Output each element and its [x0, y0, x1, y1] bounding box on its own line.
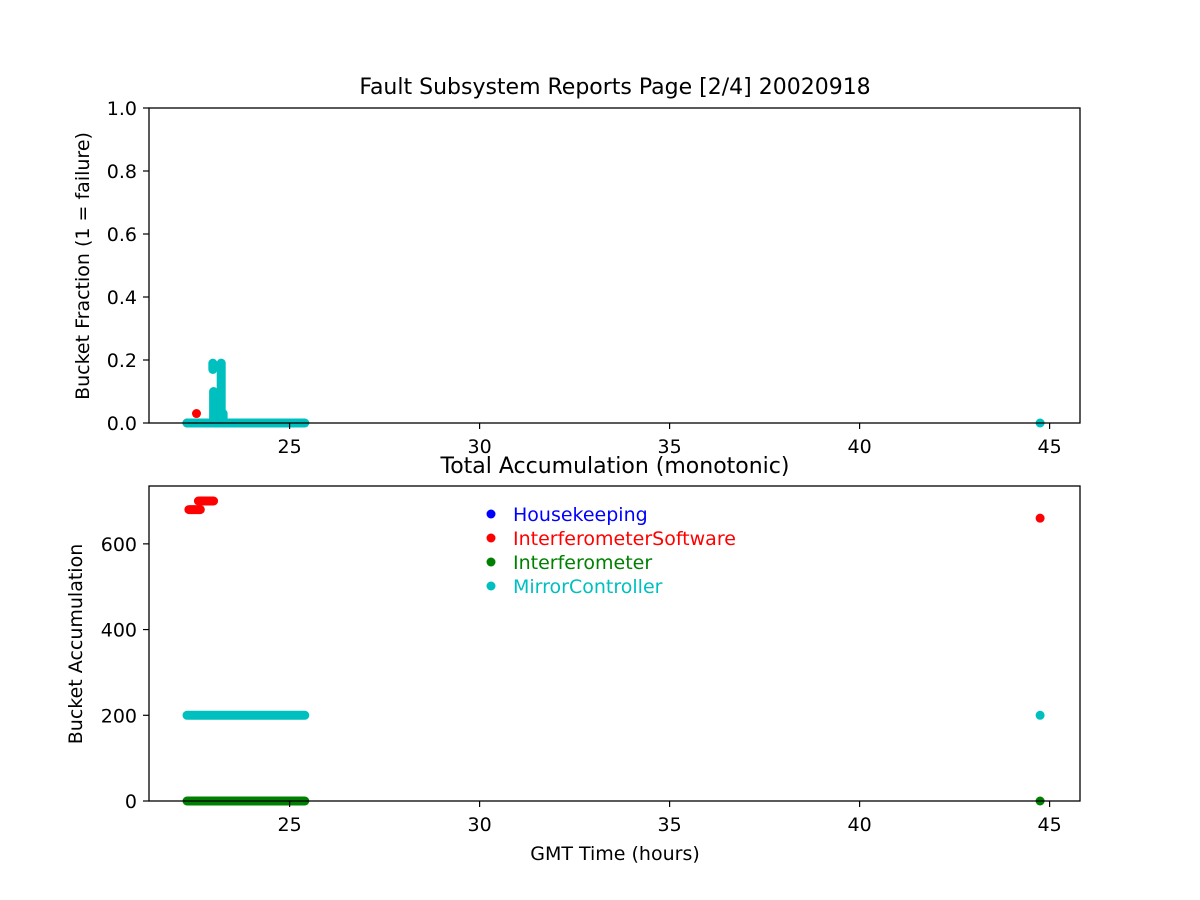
legend-label-interferometer: Interferometer: [513, 552, 652, 574]
legend-marker-mirrorcontroller: [486, 581, 496, 591]
fraction-chart-y-tick-label-3: 0.6: [107, 224, 137, 246]
fraction-chart-y-tick-label-2: 0.4: [107, 287, 137, 309]
fraction-chart-x-tick-label-4: 45: [1038, 436, 1062, 458]
fraction-chart-plot-frame: [148, 107, 1081, 424]
fraction-chart-x-ticks: 25 30 35 40 45: [278, 423, 1062, 458]
accumulation-chart-legend: HousekeepingInterferometerSoftwareInterf…: [486, 504, 736, 598]
fraction-chart-x-tick-label-0: 25: [278, 436, 302, 458]
fraction-chart-title: Fault Subsystem Reports Page [2/4] 20020…: [359, 75, 870, 100]
accumulation-chart-x-tick-label-2: 35: [658, 814, 682, 836]
accumulation-chart-x-tick-label-3: 40: [848, 814, 872, 836]
accumulation-chart-y-ticks: 0 200 400 600: [101, 534, 149, 813]
fraction-chart-y-tick-label-1: 0.2: [107, 350, 137, 372]
fraction-chart-x-tick-label-2: 35: [658, 436, 682, 458]
fraction-chart: Fault Subsystem Reports Page [2/4] 20020…: [72, 75, 1081, 458]
accumulation-chart-y-tick-label-1: 200: [101, 705, 137, 727]
legend-marker-housekeeping: [486, 509, 496, 519]
accumulation-chart-y-axis-label: Bucket Accumulation: [65, 544, 87, 745]
accumulation-chart: Total Accumulation (monotonic) Bucket Ac…: [65, 454, 1081, 865]
legend-label-interferometersoftware: InterferometerSoftware: [513, 528, 736, 550]
accumulation-chart-y-tick-label-3: 600: [101, 534, 137, 556]
legend-label-housekeeping: Housekeeping: [513, 504, 648, 526]
accumulation-chart-y-tick-label-2: 400: [101, 620, 137, 642]
fraction-chart-x-tick-label-1: 30: [468, 436, 492, 458]
accumulation-chart-x-tick-label-4: 45: [1038, 814, 1062, 836]
legend-marker-interferometersoftware: [486, 533, 496, 543]
accumulation-chart-x-ticks: 25 30 35 40 45: [278, 801, 1062, 836]
fraction-chart-y-tick-label-0: 0.0: [107, 413, 137, 435]
accumulation-chart-title: Total Accumulation (monotonic): [440, 454, 790, 479]
accumulation-chart-x-tick-label-1: 30: [468, 814, 492, 836]
fraction-chart-y-axis-label: Bucket Fraction (1 = failure): [72, 132, 94, 400]
accumulation-chart-x-tick-label-0: 25: [278, 814, 302, 836]
fraction-chart-y-tick-label-5: 1.0: [107, 98, 137, 120]
fraction-chart-y-ticks: 0.0 0.2 0.4 0.6 0.8 1.0: [107, 98, 149, 435]
accumulation-chart-y-tick-label-0: 0: [125, 791, 137, 813]
accumulation-chart-x-axis-label: GMT Time (hours): [530, 843, 700, 865]
legend-marker-interferometer: [486, 557, 496, 567]
legend-label-mirrorcontroller: MirrorController: [513, 576, 663, 598]
fraction-chart-y-tick-label-4: 0.8: [107, 161, 137, 183]
fraction-chart-x-tick-label-3: 40: [848, 436, 872, 458]
accumulation-chart-plot-frame: [148, 485, 1081, 802]
